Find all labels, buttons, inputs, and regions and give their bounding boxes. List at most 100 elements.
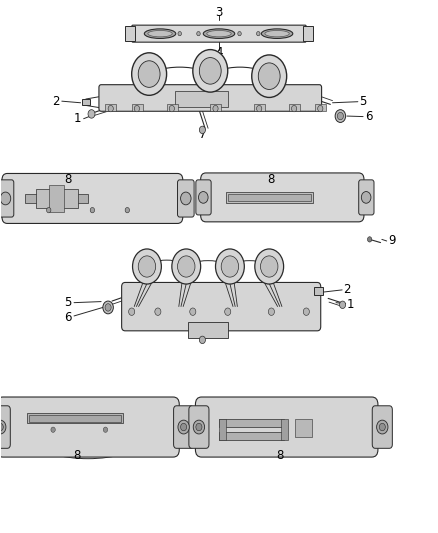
FancyBboxPatch shape bbox=[201, 173, 364, 222]
Circle shape bbox=[197, 31, 200, 36]
Circle shape bbox=[221, 256, 239, 277]
Circle shape bbox=[193, 50, 228, 92]
Bar bbox=[166, 104, 177, 111]
Circle shape bbox=[138, 256, 155, 277]
FancyBboxPatch shape bbox=[2, 173, 183, 223]
Circle shape bbox=[379, 423, 385, 431]
Circle shape bbox=[361, 191, 371, 203]
Circle shape bbox=[199, 58, 221, 84]
Ellipse shape bbox=[265, 30, 289, 37]
Bar bbox=[228, 193, 311, 201]
Circle shape bbox=[199, 126, 205, 134]
Text: 8: 8 bbox=[65, 173, 72, 187]
Circle shape bbox=[177, 256, 195, 277]
Circle shape bbox=[178, 31, 181, 36]
Circle shape bbox=[90, 207, 95, 213]
Text: 2: 2 bbox=[343, 284, 351, 296]
Circle shape bbox=[257, 106, 262, 112]
Ellipse shape bbox=[207, 30, 231, 37]
FancyBboxPatch shape bbox=[0, 180, 14, 217]
Bar bbox=[289, 104, 300, 111]
Bar bbox=[188, 322, 228, 338]
Circle shape bbox=[103, 427, 108, 432]
Bar bbox=[294, 418, 312, 437]
Circle shape bbox=[178, 420, 189, 434]
Circle shape bbox=[129, 308, 135, 316]
FancyBboxPatch shape bbox=[196, 180, 211, 215]
FancyBboxPatch shape bbox=[359, 180, 374, 215]
Bar bbox=[25, 194, 88, 203]
Circle shape bbox=[318, 106, 323, 112]
Circle shape bbox=[0, 192, 11, 205]
Circle shape bbox=[132, 53, 166, 95]
Circle shape bbox=[252, 55, 287, 98]
Text: 8: 8 bbox=[74, 449, 81, 462]
Circle shape bbox=[258, 63, 280, 90]
Bar bbox=[29, 415, 121, 422]
Ellipse shape bbox=[203, 29, 235, 38]
Circle shape bbox=[335, 110, 346, 123]
Circle shape bbox=[172, 249, 201, 284]
Text: 5: 5 bbox=[360, 95, 367, 108]
Circle shape bbox=[133, 249, 161, 284]
Circle shape bbox=[261, 256, 278, 277]
Ellipse shape bbox=[148, 30, 172, 37]
Text: 8: 8 bbox=[268, 173, 275, 187]
Circle shape bbox=[105, 304, 111, 311]
Circle shape bbox=[193, 420, 205, 434]
Circle shape bbox=[213, 106, 218, 112]
Circle shape bbox=[51, 427, 55, 432]
FancyBboxPatch shape bbox=[99, 85, 321, 111]
Bar bbox=[27, 413, 123, 423]
Bar bbox=[254, 104, 265, 111]
Text: 1: 1 bbox=[74, 112, 81, 125]
Circle shape bbox=[303, 308, 309, 316]
FancyBboxPatch shape bbox=[372, 406, 392, 448]
Circle shape bbox=[134, 106, 140, 112]
Circle shape bbox=[88, 110, 95, 118]
Bar bbox=[125, 26, 135, 41]
Bar bbox=[82, 99, 90, 106]
Circle shape bbox=[255, 249, 284, 284]
Bar bbox=[219, 432, 285, 440]
Circle shape bbox=[0, 423, 4, 431]
Circle shape bbox=[138, 61, 160, 87]
Text: 5: 5 bbox=[64, 296, 72, 309]
Text: 6: 6 bbox=[365, 110, 373, 123]
Bar bbox=[226, 192, 313, 203]
Text: 1: 1 bbox=[347, 298, 354, 311]
FancyBboxPatch shape bbox=[132, 25, 306, 42]
Text: 8: 8 bbox=[276, 449, 284, 462]
Text: 7: 7 bbox=[199, 127, 206, 141]
Circle shape bbox=[169, 106, 174, 112]
Circle shape bbox=[198, 191, 208, 203]
Bar bbox=[106, 104, 117, 111]
FancyBboxPatch shape bbox=[189, 406, 209, 448]
Bar bbox=[35, 189, 78, 208]
Circle shape bbox=[103, 301, 113, 314]
Ellipse shape bbox=[145, 29, 176, 38]
Circle shape bbox=[367, 237, 372, 242]
Circle shape bbox=[268, 308, 275, 316]
Circle shape bbox=[337, 112, 343, 120]
Circle shape bbox=[215, 249, 244, 284]
Bar bbox=[132, 104, 143, 111]
Circle shape bbox=[257, 31, 260, 36]
Text: 6: 6 bbox=[64, 311, 72, 324]
Text: 2: 2 bbox=[52, 95, 60, 108]
Circle shape bbox=[199, 336, 205, 344]
Text: 7: 7 bbox=[199, 330, 207, 343]
Circle shape bbox=[108, 106, 113, 112]
Circle shape bbox=[291, 106, 297, 112]
Circle shape bbox=[196, 423, 202, 431]
Circle shape bbox=[155, 308, 161, 316]
Bar bbox=[219, 418, 226, 440]
Bar bbox=[175, 91, 228, 107]
Circle shape bbox=[339, 301, 346, 309]
Circle shape bbox=[377, 420, 388, 434]
FancyBboxPatch shape bbox=[177, 180, 194, 217]
Circle shape bbox=[180, 423, 187, 431]
Bar bbox=[303, 26, 313, 41]
Circle shape bbox=[238, 31, 241, 36]
FancyBboxPatch shape bbox=[173, 406, 194, 448]
